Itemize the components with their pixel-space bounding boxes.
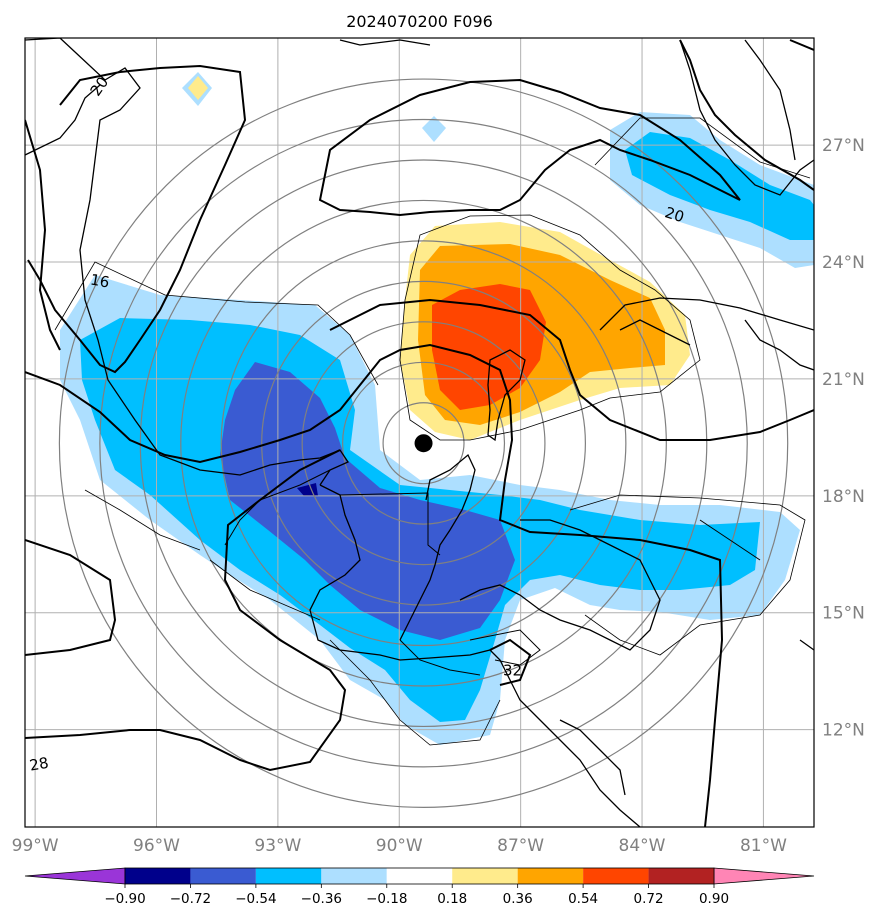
contour-label-1: 16 <box>89 271 111 292</box>
colorbar-segment-5 <box>452 868 518 884</box>
lat-tick-label-1: 15°N <box>822 604 865 624</box>
lon-tick-label-3: 90°W <box>376 836 423 856</box>
map-frame <box>24 37 815 828</box>
colorbar-label-7: 0.54 <box>568 891 598 907</box>
colorbar-segment-1 <box>190 868 256 884</box>
colorbar-label-2: −0.54 <box>235 891 276 907</box>
colorbar-label-3: −0.36 <box>301 891 342 907</box>
colorbar-label-9: 0.90 <box>699 891 729 907</box>
lon-tick-label-5: 84°W <box>619 836 666 856</box>
colorbar-segment-8 <box>648 868 714 884</box>
colorbar-segment-3 <box>321 868 387 884</box>
range-ring-2 <box>301 321 546 566</box>
colorbar-label-8: 0.72 <box>634 891 664 907</box>
lat-tick-label-3: 21°N <box>822 370 865 390</box>
colorbar-extend-low <box>24 867 126 885</box>
lon-tick-label-4: 87°W <box>497 836 544 856</box>
colorbar-label-5: 0.18 <box>437 891 467 907</box>
lat-tick-label-5: 27°N <box>822 136 865 156</box>
lat-tick-label-4: 24°N <box>822 253 865 273</box>
range-ring-1 <box>342 361 506 525</box>
contour-label-3: 32 <box>503 662 522 680</box>
range-ring-4 <box>220 240 627 647</box>
coastlines <box>25 38 814 827</box>
lon-tick-label-2: 93°W <box>254 836 301 856</box>
range-ring-6 <box>139 159 708 728</box>
colorbar-label-1: −0.72 <box>170 891 211 907</box>
range-ring-3 <box>261 280 586 606</box>
colorbar-label-4: −0.18 <box>366 891 407 907</box>
colorbar-segment-0 <box>125 868 191 884</box>
lat-tick-label-2: 18°N <box>822 487 865 507</box>
lon-tick-label-1: 96°W <box>133 836 180 856</box>
storm-center-marker <box>414 434 433 453</box>
colorbar-label-6: 0.36 <box>503 891 533 907</box>
thin-contours <box>54 117 811 746</box>
latitude-tick-labels: 12°N 15°N 18°N 21°N 24°N 27°N <box>822 136 865 740</box>
colorbar: −0.90 −0.72 −0.54 −0.36 −0.18 0.18 0.36 0.54 0.7… <box>24 867 815 907</box>
range-ring-5 <box>180 199 667 687</box>
gridlines <box>25 38 814 827</box>
lon-tick-label-0: 99°W <box>12 836 59 856</box>
colorbar-label-0: −0.90 <box>104 891 145 907</box>
map-title: 2024070200 F096 <box>346 12 493 31</box>
range-ring-7 <box>99 118 748 768</box>
range-ring-0 <box>382 402 465 485</box>
height-contours <box>25 39 814 827</box>
lat-tick-label-0: 12°N <box>822 721 865 741</box>
contour-label-4: 28 <box>28 754 50 775</box>
colorbar-outline <box>124 867 715 885</box>
colorbar-extend-high <box>713 867 815 885</box>
colorbar-segment-4 <box>386 868 453 884</box>
colorbar-segment-7 <box>583 868 649 884</box>
range-rings <box>58 78 789 808</box>
colorbar-segment-2 <box>255 868 322 884</box>
colorbar-segment-6 <box>517 868 584 884</box>
contour-label-2: 20 <box>663 203 687 226</box>
longitude-tick-labels: 99°W 96°W 93°W 90°W 87°W 84°W 81°W <box>12 836 787 856</box>
lon-tick-label-6: 81°W <box>740 836 787 856</box>
range-ring-8 <box>58 78 789 808</box>
